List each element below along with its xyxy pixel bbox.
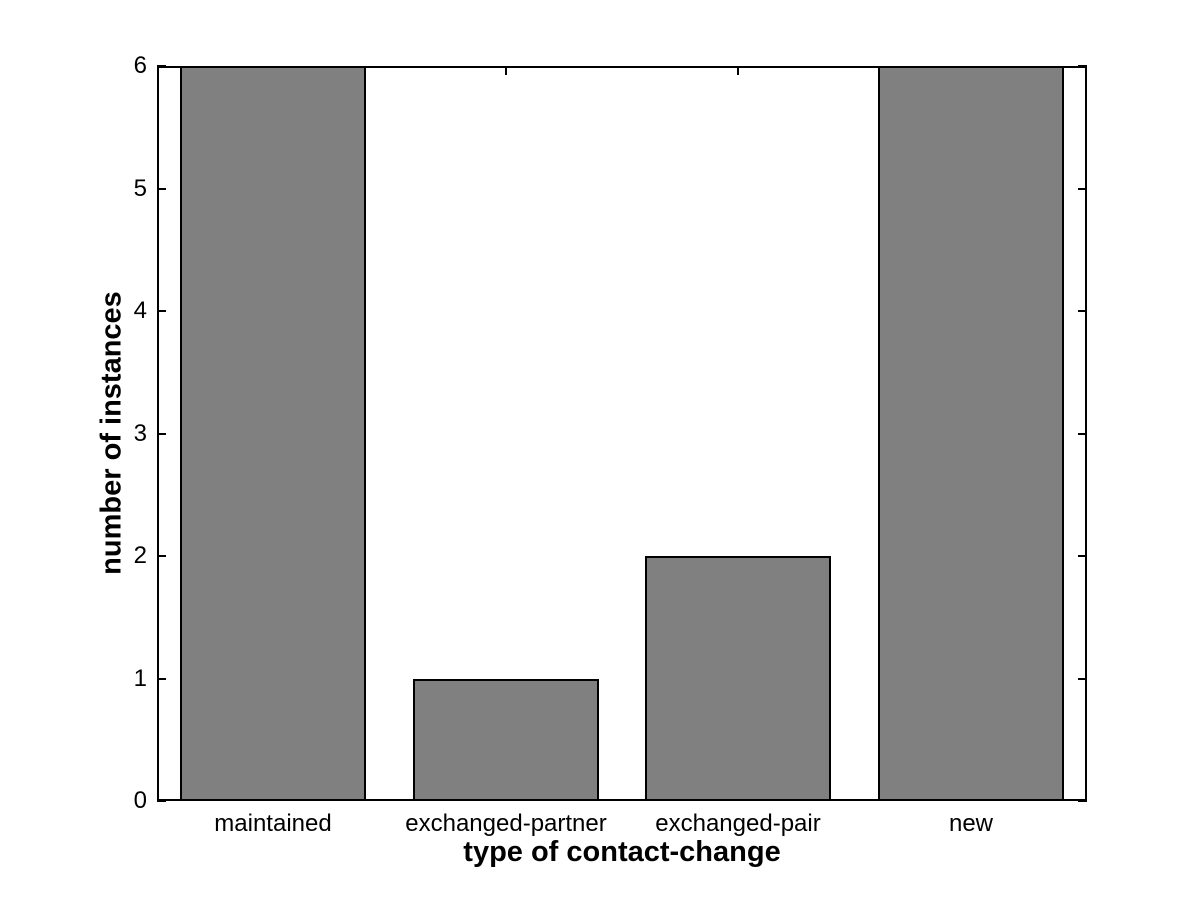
bar-exchanged-partner bbox=[413, 679, 599, 801]
y-tick-label: 4 bbox=[133, 297, 147, 324]
bar-maintained bbox=[180, 66, 366, 801]
y-tick-left bbox=[157, 433, 166, 435]
x-tick-label: exchanged-partner bbox=[405, 810, 607, 837]
y-tick-left bbox=[157, 188, 166, 190]
y-tick-label: 1 bbox=[133, 665, 147, 692]
y-tick-right bbox=[1078, 433, 1087, 435]
x-tick-top bbox=[505, 66, 507, 75]
y-tick-left bbox=[157, 678, 166, 680]
y-tick-right bbox=[1078, 310, 1087, 312]
y-tick-left bbox=[157, 310, 166, 312]
x-tick-label: new bbox=[948, 810, 994, 837]
y-tick-label: 3 bbox=[133, 420, 147, 447]
y-tick-left bbox=[157, 555, 166, 557]
y-tick-left bbox=[157, 65, 166, 67]
x-tick-label: exchanged-pair bbox=[655, 810, 821, 837]
y-tick-label: 2 bbox=[133, 542, 147, 569]
y-tick-right bbox=[1078, 65, 1087, 67]
bar-new bbox=[878, 66, 1064, 801]
y-tick-right bbox=[1078, 800, 1087, 802]
y-tick-right bbox=[1078, 678, 1087, 680]
x-tick-label: maintained bbox=[214, 810, 332, 837]
y-tick-label: 5 bbox=[133, 175, 147, 202]
y-tick-label: 0 bbox=[133, 787, 147, 814]
y-tick-right bbox=[1078, 188, 1087, 190]
x-axis-label: type of contact-change bbox=[463, 836, 781, 868]
y-tick-right bbox=[1078, 555, 1087, 557]
y-tick-label: 6 bbox=[133, 52, 147, 79]
x-tick-top bbox=[737, 66, 739, 75]
bar-exchanged-pair bbox=[645, 556, 831, 801]
y-tick-left bbox=[157, 800, 166, 802]
